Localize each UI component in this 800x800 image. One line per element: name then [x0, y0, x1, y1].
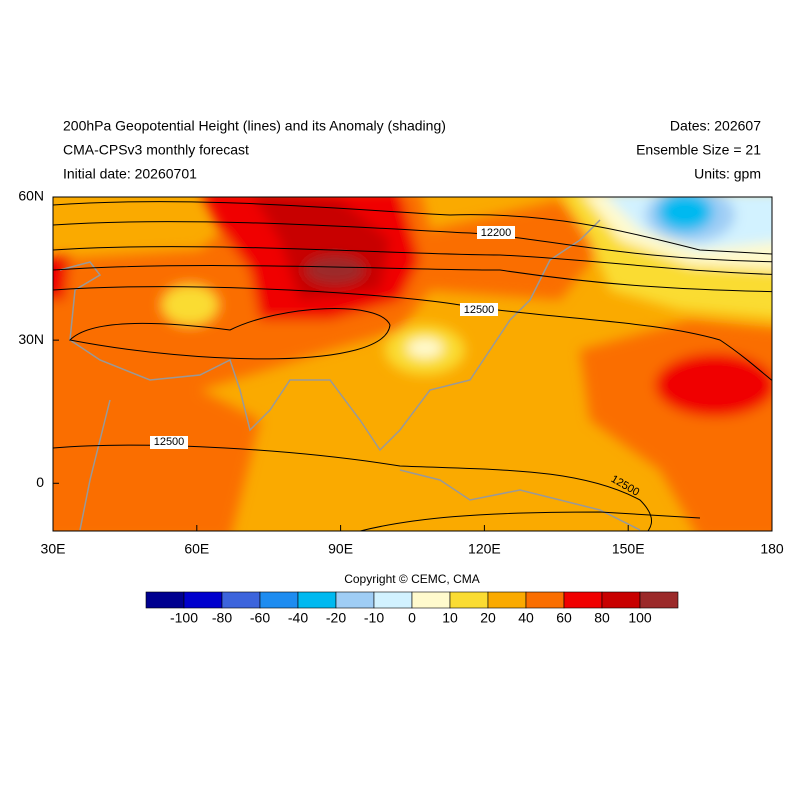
colorbar-box — [639, 591, 679, 609]
contour-label: 12500 — [154, 436, 185, 448]
contour-label: 12200 — [481, 227, 512, 239]
dates: Dates: 202607 — [670, 118, 761, 134]
title: 200hPa Geopotential Height (lines) and i… — [63, 118, 446, 134]
colorbar-box — [601, 591, 641, 609]
x-tick-label: 150E — [612, 541, 645, 557]
contour-label: 12500 — [464, 304, 495, 316]
units: Units: gpm — [694, 166, 761, 182]
colorbar-box — [373, 591, 413, 609]
colorbar-box — [183, 591, 223, 609]
x-tick-label: 60E — [184, 541, 209, 557]
initial-date: Initial date: 20260701 — [63, 166, 197, 182]
y-tick-label: 30N — [18, 331, 44, 347]
copyright: Copyright © CEMC, CMA — [344, 572, 480, 586]
colorbar-box — [411, 591, 451, 609]
colorbar-box — [259, 591, 299, 609]
colorbar-box — [525, 591, 565, 609]
ensemble-size: Ensemble Size = 21 — [636, 142, 761, 158]
contour-label-bg — [477, 226, 515, 239]
colorbar-label: 40 — [518, 610, 534, 626]
subtitle: CMA-CPSv3 monthly forecast — [63, 142, 249, 158]
colorbar-label: 100 — [628, 610, 652, 626]
x-tick-label: 90E — [328, 541, 353, 557]
colorbar-label: -40 — [288, 610, 308, 626]
colorbar-label: -20 — [326, 610, 346, 626]
colorbar-label: 80 — [594, 610, 610, 626]
colorbar-box — [335, 591, 375, 609]
y-tick-label: 0 — [36, 474, 44, 490]
colorbar-box — [563, 591, 603, 609]
colorbar-label: 0 — [408, 610, 416, 626]
contour-label-bg — [150, 436, 188, 449]
colorbar-label: 60 — [556, 610, 572, 626]
colorbar-box — [487, 591, 527, 609]
x-tick-label: 120E — [468, 541, 501, 557]
colorbar-label: -80 — [212, 610, 232, 626]
map-frame — [52, 196, 773, 532]
contour-label-bg — [460, 303, 498, 316]
x-tick-label: 180 — [760, 541, 784, 557]
colorbar-box — [449, 591, 489, 609]
colorbar-label: -100 — [170, 610, 198, 626]
colorbar-label: 10 — [442, 610, 458, 626]
x-tick-label: 30E — [41, 541, 66, 557]
y-tick-label: 60N — [18, 188, 44, 204]
colorbar-label: -10 — [364, 610, 384, 626]
colorbar-label: 20 — [480, 610, 496, 626]
map-shading — [53, 197, 772, 531]
colorbar-box — [145, 591, 185, 609]
colorbar-box — [221, 591, 261, 609]
colorbar-label: -60 — [250, 610, 270, 626]
colorbar-box — [297, 591, 337, 609]
